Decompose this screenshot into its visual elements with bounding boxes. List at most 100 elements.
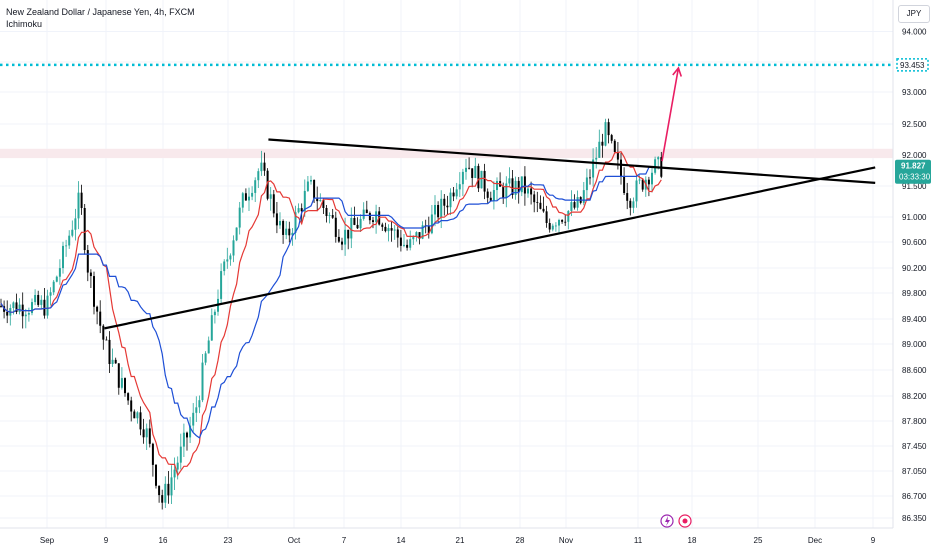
candle-body	[415, 232, 418, 237]
candle-body	[179, 446, 182, 463]
candle-body	[148, 428, 151, 444]
candle-body	[446, 205, 449, 208]
candle-body	[55, 276, 58, 282]
candle-body	[15, 302, 18, 313]
candle-body	[372, 220, 374, 222]
time-tick-label: 21	[456, 536, 465, 545]
candle-body	[173, 469, 176, 478]
candle-body	[232, 240, 235, 256]
price-tick-label: 90.200	[902, 264, 927, 273]
candle-body	[108, 339, 111, 364]
time-tick-label: Nov	[559, 536, 573, 545]
candle-body	[657, 157, 660, 160]
price-tick-label: 87.450	[902, 442, 927, 451]
breakout-arrow[interactable]	[661, 67, 680, 162]
candle-body	[272, 194, 275, 214]
candle-body	[620, 159, 622, 177]
candle-body	[133, 411, 136, 419]
candle-body	[266, 170, 269, 199]
price-axis[interactable]: 94.00093.50093.00092.50092.00091.50091.0…	[892, 0, 932, 550]
price-tick-label: 91.500	[902, 182, 927, 191]
price-tick-label: 94.000	[902, 28, 927, 37]
candle-body	[421, 225, 424, 239]
price-tick-label: 88.200	[902, 392, 927, 401]
price-tick-label: 91.000	[902, 213, 927, 222]
annotations[interactable]	[0, 63, 893, 330]
candle-body	[310, 179, 312, 182]
candle-body	[207, 340, 210, 354]
candle-body	[548, 223, 551, 230]
candle-body	[297, 208, 300, 213]
candle-body	[158, 485, 161, 496]
candle-body	[505, 183, 508, 198]
lower-support-trendline[interactable]	[104, 166, 876, 330]
candle-body	[607, 122, 610, 136]
time-tick-label: 14	[397, 536, 406, 545]
candle-body	[77, 192, 80, 219]
candle-body	[365, 209, 368, 214]
candle-body	[496, 181, 498, 191]
candle-body	[347, 229, 350, 239]
symbol-title[interactable]: New Zealand Dollar / Japanese Yen, 4h, F…	[6, 7, 195, 17]
candle-body	[294, 212, 297, 233]
candle-body	[34, 294, 37, 303]
candle-body	[406, 244, 409, 248]
candle-body	[105, 339, 108, 341]
lightning-icon[interactable]	[660, 514, 674, 528]
candle-body	[610, 135, 613, 141]
candle-body	[483, 170, 486, 192]
price-tick-label: 86.700	[902, 492, 927, 501]
candle-body	[120, 378, 123, 388]
candle-body	[223, 261, 226, 272]
candle-body	[89, 272, 92, 277]
candle-body	[412, 236, 415, 240]
candle-body	[145, 428, 148, 438]
candle-body	[341, 241, 343, 245]
candle-body	[430, 214, 433, 234]
candle-body	[356, 224, 359, 229]
candle-body	[551, 225, 554, 230]
candle-body	[282, 221, 285, 235]
candle-body	[96, 306, 99, 312]
candle-body	[375, 211, 378, 222]
candle-body	[198, 400, 201, 408]
candle-body	[545, 211, 548, 224]
earnings-icon[interactable]	[678, 514, 692, 528]
candle-body	[269, 194, 272, 199]
candle-body	[303, 190, 306, 212]
candle-body	[46, 295, 49, 316]
breakout-arrow-head[interactable]	[672, 66, 683, 77]
price-tick-label: 87.050	[902, 467, 927, 476]
candle-body	[24, 314, 27, 317]
candle-body	[558, 220, 560, 226]
candle-body	[130, 400, 133, 412]
price-tick-label: 90.600	[902, 238, 927, 247]
time-axis[interactable]: Sep 9 16 23 Oct 7 14 21 28 Nov 11 18 25 Dec 9	[0, 527, 893, 545]
indicator-label[interactable]: Ichimoku	[6, 19, 43, 29]
time-tick-label: 23	[224, 536, 233, 545]
price-tick-label: 93.000	[902, 88, 927, 97]
candle-body	[102, 325, 105, 340]
chart-legend: New Zealand Dollar / Japanese Yen, 4h, F…	[6, 6, 195, 30]
candle-body	[176, 462, 179, 470]
upper-resistance-trendline[interactable]	[268, 138, 876, 184]
candle-body	[396, 229, 399, 238]
candle-body	[136, 412, 139, 419]
candle-body	[117, 363, 120, 388]
candle-body	[220, 271, 223, 299]
event-markers[interactable]	[660, 514, 692, 528]
time-tick-label: 9	[871, 536, 876, 545]
current-price-band	[0, 148, 893, 159]
candle-body	[313, 179, 316, 199]
candle-body	[533, 194, 536, 203]
earnings-glyph	[682, 518, 688, 524]
time-tick-label: Sep	[40, 536, 55, 545]
candle-body	[623, 176, 626, 194]
currency-button[interactable]: JPY	[898, 5, 930, 23]
candle-body	[235, 227, 238, 241]
candle-body	[626, 193, 629, 201]
candle-body	[331, 215, 334, 218]
candle-body	[523, 176, 526, 194]
time-tick-label: Oct	[288, 536, 301, 545]
